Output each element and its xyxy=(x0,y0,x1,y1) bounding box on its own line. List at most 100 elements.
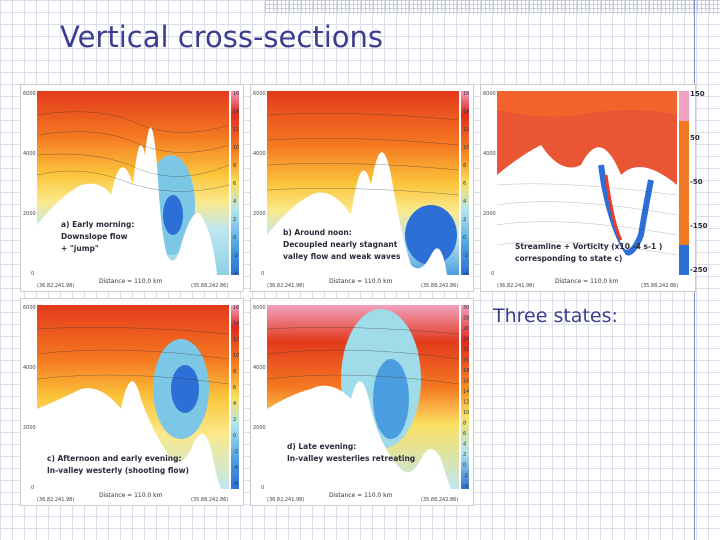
panel-a-isolines xyxy=(36,111,230,192)
svg-text:10: 10 xyxy=(233,145,239,151)
panel-vort-ytick-0: 6000 xyxy=(483,91,496,97)
panel-a-ytick-1: 4000 xyxy=(23,151,36,157)
panel-vorticity-streamlines xyxy=(496,183,678,256)
panel-c-caption: c) Afternoon and early evening: In-valle… xyxy=(47,454,189,475)
panel-b-left-coord: (36.82,241.98) xyxy=(267,283,304,289)
svg-text:16: 16 xyxy=(233,91,239,97)
panel-b-caption: b) Around noon: Decoupled nearly stagnan… xyxy=(283,228,401,261)
panel-c-jet-core xyxy=(171,365,199,413)
svg-text:2: 2 xyxy=(463,452,466,458)
panel-a-ytick-0: 6000 xyxy=(23,91,36,97)
panel-a-ytick-2: 2000 xyxy=(23,211,36,217)
slide-title: Vertical cross-sections xyxy=(60,20,383,54)
panel-b-isolines xyxy=(266,113,460,196)
panel-vorticity-colorbar-top xyxy=(679,91,689,121)
svg-text:28: 28 xyxy=(463,316,469,322)
svg-text:22: 22 xyxy=(463,347,469,353)
three-states-label: Three states: xyxy=(493,305,618,327)
panel-b-distance: Distance = 110.0 km xyxy=(329,278,393,285)
svg-text:-4: -4 xyxy=(463,484,468,490)
panel-vort-distance: Distance = 110.0 km xyxy=(555,278,619,285)
svg-text:-4: -4 xyxy=(233,271,238,277)
panel-d-left-coord: (36.82,241.98) xyxy=(267,497,304,503)
svg-text:6: 6 xyxy=(463,181,466,187)
svg-text:2: 2 xyxy=(463,217,466,223)
svg-text:-2: -2 xyxy=(233,449,238,455)
panel-c-isolines xyxy=(36,327,230,385)
svg-text:10: 10 xyxy=(463,145,469,151)
svg-text:8: 8 xyxy=(233,369,236,375)
panel-d-caption: d) Late evening: In-valley westerlies re… xyxy=(287,442,416,463)
panel-c-distance: Distance = 110.0 km xyxy=(99,492,163,499)
panel-vorticity-positive-band xyxy=(497,91,677,117)
svg-text:14: 14 xyxy=(233,321,239,327)
panel-c-terrain xyxy=(37,381,229,491)
panel-b-colorbar xyxy=(461,91,469,275)
svg-text:-2: -2 xyxy=(233,253,238,259)
svg-text:6: 6 xyxy=(463,431,466,437)
panel-d-terrain xyxy=(267,381,459,491)
svg-text:8: 8 xyxy=(463,163,466,169)
panel-c: 6000 4000 2000 0 16 14 12 10 8 6 4 2 0 -… xyxy=(20,298,244,506)
panel-b-cold-pool xyxy=(405,205,457,265)
panel-a-left-coord: (36.82,241.98) xyxy=(37,283,74,289)
svg-text:16: 16 xyxy=(463,379,469,385)
svg-text:14: 14 xyxy=(463,109,469,115)
panel-c-colorbar xyxy=(231,305,239,489)
svg-text:2: 2 xyxy=(233,417,236,423)
panel-vort-ytick-3: 0 xyxy=(491,271,494,277)
svg-text:16: 16 xyxy=(233,305,239,311)
svg-text:0: 0 xyxy=(463,463,466,469)
svg-text:-4: -4 xyxy=(463,271,468,277)
svg-text:16: 16 xyxy=(463,91,469,97)
panel-b-right-coord: (35.88,242.86) xyxy=(421,283,458,289)
svg-text:24: 24 xyxy=(463,337,469,343)
svg-text:-2: -2 xyxy=(463,473,468,479)
panel-d-colorbar xyxy=(461,305,469,489)
svg-text:26: 26 xyxy=(463,326,469,332)
svg-text:12: 12 xyxy=(233,127,239,133)
panel-a-core-center xyxy=(163,195,183,235)
panel-a-plot: 6000 4000 2000 0 16 14 12 10 8 6 4 2 0 -… xyxy=(23,91,239,289)
panel-c-ytick-1: 4000 xyxy=(23,365,36,371)
panel-c-right-coord: (35.88,242.86) xyxy=(191,497,228,503)
panel-b: 6000 4000 2000 0 16 14 12 10 8 6 4 2 0 -… xyxy=(250,84,474,292)
svg-text:4: 4 xyxy=(233,199,236,205)
svg-text:0: 0 xyxy=(233,235,236,241)
svg-text:-2: -2 xyxy=(463,253,468,259)
panel-a-colorbar-labels: 16 14 12 10 8 6 4 2 0 -2 -4 xyxy=(233,91,239,277)
panel-a-right-coord: (35.88,242.86) xyxy=(191,283,228,289)
svg-text:4: 4 xyxy=(463,442,466,448)
svg-text:18: 18 xyxy=(463,368,469,374)
svg-text:14: 14 xyxy=(463,389,469,395)
header-band xyxy=(265,0,720,14)
panel-vorticity-colorbar-bottom xyxy=(679,245,689,275)
panel-vorticity-negative xyxy=(598,164,654,256)
panel-a-distance: Distance = 110.0 km xyxy=(99,278,163,285)
panel-d-distance: Distance = 110.0 km xyxy=(329,492,393,499)
panel-a-terrain xyxy=(37,127,229,277)
panel-d-right-coord: (35.88,242.86) xyxy=(421,497,458,503)
panel-d-ytick-0: 6000 xyxy=(253,305,266,311)
panel-vorticity-terrain xyxy=(497,178,677,277)
panel-a-colorbar xyxy=(231,91,239,275)
panel-vorticity-shear xyxy=(604,174,623,241)
svg-text:6: 6 xyxy=(233,385,236,391)
svg-text:20: 20 xyxy=(463,358,469,364)
svg-text:2: 2 xyxy=(233,217,236,223)
panel-vort-left-coord: (36.82,241.98) xyxy=(497,283,534,289)
panel-vorticity-plot: 6000 4000 2000 0 (36.82,241.98) (35.88,2… xyxy=(483,91,689,289)
panel-vorticity-caption: Streamline + Vorticity (x10 -4 s-1 ) cor… xyxy=(515,242,663,263)
panel-vort-ytick-1: 4000 xyxy=(483,151,496,157)
panel-b-ytick-1: 4000 xyxy=(253,151,266,157)
panel-a-ytick-3: 0 xyxy=(31,271,34,277)
panel-c-plot: 6000 4000 2000 0 16 14 12 10 8 6 4 2 0 -… xyxy=(23,305,239,503)
panel-a-caption: a) Early morning: Downslope flow + "jump… xyxy=(61,220,135,253)
svg-text:10: 10 xyxy=(233,353,239,359)
panel-b-ytick-3: 0 xyxy=(261,271,264,277)
svg-text:14: 14 xyxy=(233,109,239,115)
svg-text:30: 30 xyxy=(463,305,469,311)
svg-text:8: 8 xyxy=(463,421,466,427)
panel-b-colorbar-labels: 16 14 12 10 8 6 4 2 0 -2 -4 xyxy=(463,91,469,277)
svg-text:4: 4 xyxy=(233,401,236,407)
